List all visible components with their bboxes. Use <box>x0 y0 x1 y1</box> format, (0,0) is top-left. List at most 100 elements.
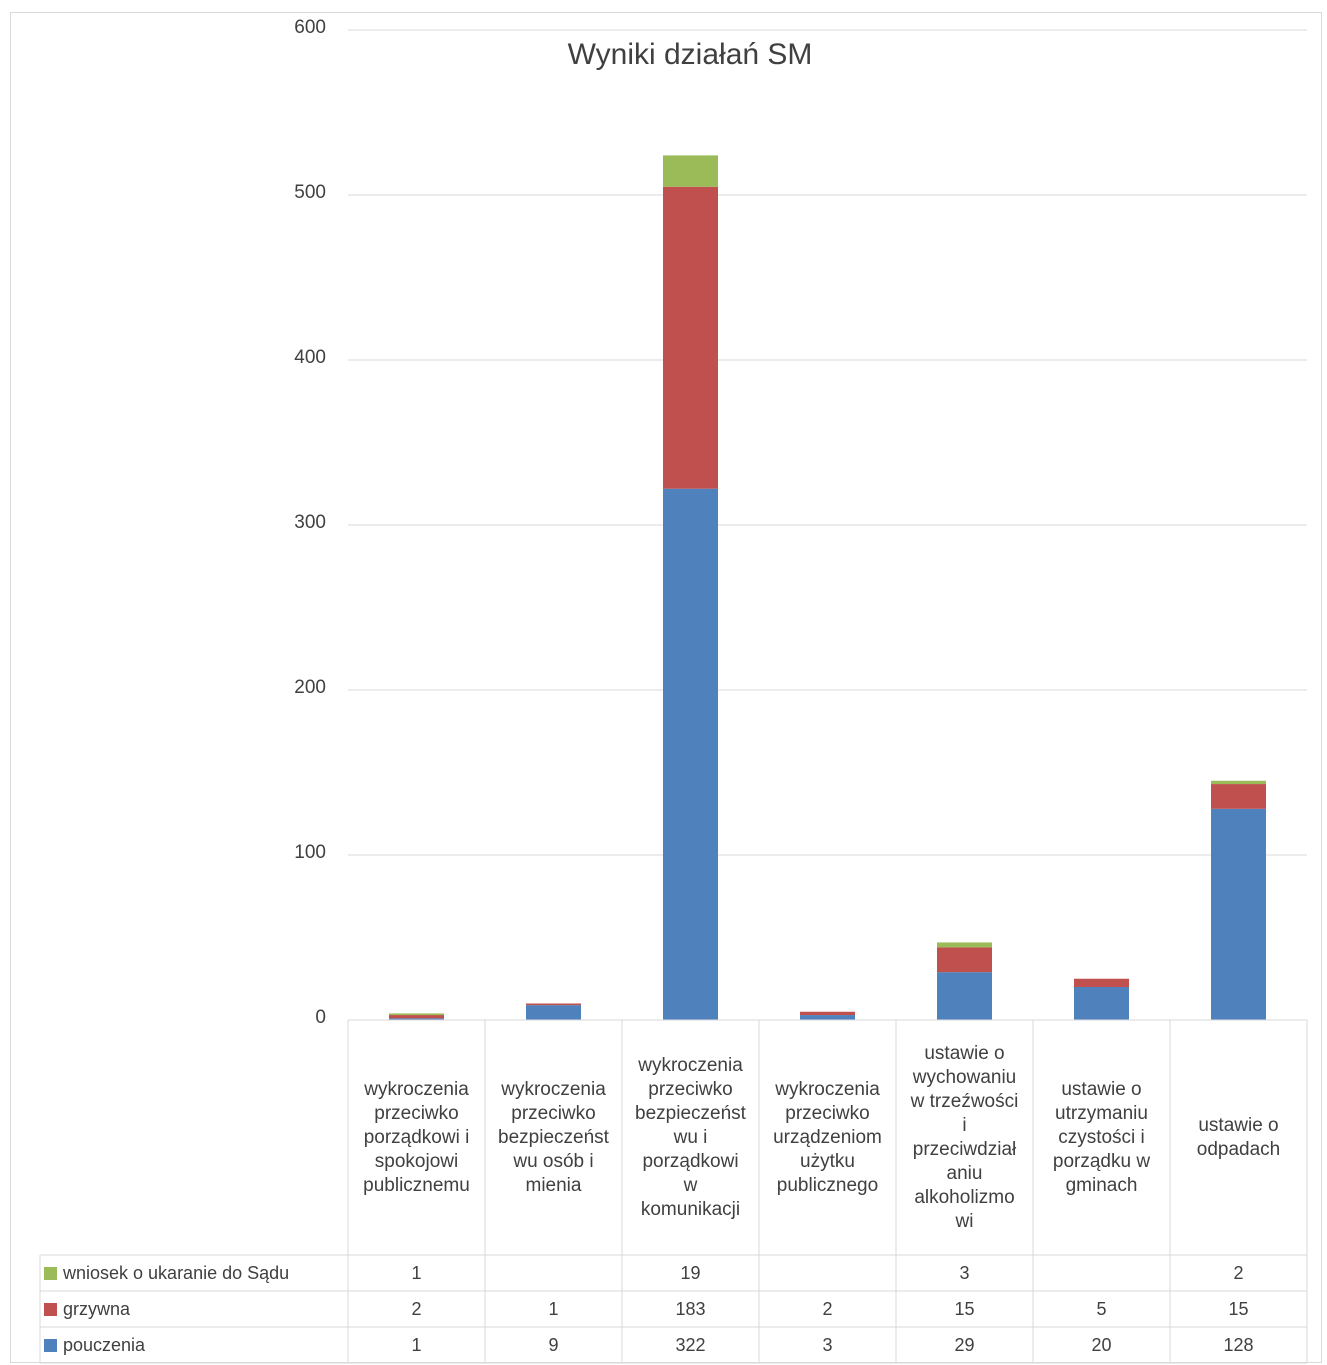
category-label: wykroczenia przeciwko bezpieczeńst wu i porz… <box>622 1024 759 1251</box>
bar-segment <box>1211 784 1266 809</box>
table-value-cell: 15 <box>1228 1298 1249 1319</box>
category-label-line: ustawie o <box>924 1042 1005 1064</box>
bar-segment <box>937 972 992 1020</box>
legend-label: grzywna <box>63 1298 131 1319</box>
table-value-cell: 2 <box>1233 1262 1244 1283</box>
table-value-cell <box>759 1255 896 1291</box>
table-value-cell: 1 <box>548 1298 559 1319</box>
category-label-line: wychowaniu <box>912 1066 1017 1088</box>
legend-entry: pouczenia <box>44 1327 344 1363</box>
category-label-line: przeciwko <box>648 1078 733 1100</box>
category-label-line: urządzeniom <box>773 1126 882 1148</box>
table-value-cell: 9 <box>548 1334 559 1355</box>
category-label-line: i <box>962 1114 967 1136</box>
legend-label: wniosek o ukaranie do Sądu <box>63 1262 290 1283</box>
category-label-line: przeciwko <box>374 1102 459 1124</box>
category-label-line: przeciwko <box>511 1102 596 1124</box>
bar-segment <box>663 155 718 187</box>
category-label-line: przeciwko <box>785 1102 870 1124</box>
table-value-cell: 183 <box>675 1298 706 1319</box>
category-label-line: publicznego <box>776 1174 879 1196</box>
table-value-cell <box>1033 1255 1170 1291</box>
category-label-line: wu i <box>673 1126 708 1148</box>
category-label-line: porządku w <box>1052 1150 1151 1172</box>
bar-segment <box>663 488 718 1020</box>
category-label-line: publicznemu <box>363 1174 470 1196</box>
category-label-line: ustawie o <box>1061 1078 1142 1100</box>
bar-segment <box>389 1013 444 1016</box>
category-label: ustawie o utrzymaniu czystości i porządku w… <box>1033 1024 1170 1251</box>
category-label: wykroczenia przeciwko urządzeniom użytku pub… <box>759 1024 896 1251</box>
category-label-line: mienia <box>525 1174 582 1196</box>
category-label-line: spokojowi <box>374 1150 459 1172</box>
table-value-cell: 3 <box>822 1334 833 1355</box>
category-label-line: komunikacji <box>640 1198 741 1220</box>
category-label: ustawie o wychowaniu w trzeźwości i przeciwd… <box>896 1024 1033 1251</box>
bar-segment <box>526 1003 581 1006</box>
y-tick-label: 500 <box>294 182 326 203</box>
category-label: wykroczenia przeciwko bezpieczeńst wu osób … <box>485 1024 622 1251</box>
table-value-cell: 19 <box>680 1262 701 1283</box>
category-label-line: utrzymaniu <box>1055 1102 1148 1124</box>
category-label-line: bezpieczeńst <box>635 1102 746 1124</box>
y-tick-label: 300 <box>294 512 326 533</box>
bar-segment <box>663 186 718 489</box>
bar-segment <box>937 942 992 948</box>
legend-entry: grzywna <box>44 1291 344 1327</box>
table-value-cell: 15 <box>954 1298 975 1319</box>
bar-segment <box>389 1018 444 1020</box>
bar-segment <box>1211 780 1266 785</box>
table-value-cell: 2 <box>411 1298 422 1319</box>
bar-segment <box>1074 987 1129 1020</box>
bar-segment <box>389 1015 444 1019</box>
bar-segment <box>800 1011 855 1016</box>
category-label-line: wykroczenia <box>364 1078 469 1100</box>
table-value-cell <box>485 1255 622 1291</box>
table-value-cell: 29 <box>954 1334 975 1355</box>
bar-segment <box>1074 978 1129 987</box>
table-value-cell: 322 <box>675 1334 706 1355</box>
category-label: wykroczenia przeciwko porządkowi i spokojow… <box>348 1024 485 1251</box>
category-label: ustawie o odpadach <box>1170 1024 1307 1251</box>
y-tick-label: 100 <box>294 842 326 863</box>
category-label-line: alkoholizmo <box>914 1186 1015 1208</box>
category-label-line: w trzeźwości <box>910 1090 1019 1112</box>
legend-label: pouczenia <box>63 1334 146 1355</box>
table-value-cell: 1 <box>411 1262 422 1283</box>
table-value-cell: 2 <box>822 1298 833 1319</box>
category-label-line: wu osób i <box>513 1150 594 1172</box>
table-value-cell: 5 <box>1096 1298 1107 1319</box>
y-tick-label: 200 <box>294 677 326 698</box>
category-label-line: użytku <box>800 1150 855 1172</box>
category-label-line: czystości i <box>1058 1126 1145 1148</box>
bar-segment <box>937 947 992 973</box>
category-label-line: odpadach <box>1196 1138 1281 1160</box>
chart-title: Wyniki działań SM <box>567 38 813 71</box>
bar-segment <box>1211 808 1266 1020</box>
category-label-line: wykroczenia <box>501 1078 606 1100</box>
category-label-line: ustawie o <box>1198 1114 1279 1136</box>
category-label-line: porządkowi i <box>363 1126 470 1148</box>
category-label-line: wi <box>955 1210 974 1232</box>
category-label-line: wykroczenia <box>638 1054 743 1076</box>
category-label-line: porządkowi <box>642 1150 739 1172</box>
table-value-cell: 20 <box>1091 1334 1112 1355</box>
category-label-line: aniu <box>946 1162 983 1184</box>
legend-swatch <box>44 1302 57 1316</box>
category-label-line: bezpieczeńst <box>498 1126 609 1148</box>
category-label-line: w <box>683 1174 698 1196</box>
table-value-cell: 128 <box>1223 1334 1254 1355</box>
legend-swatch <box>44 1338 57 1352</box>
bar-segment <box>800 1015 855 1020</box>
y-tick-label: 600 <box>294 17 326 38</box>
category-label-line: gminach <box>1065 1174 1138 1196</box>
table-value-cell: 1 <box>411 1334 422 1355</box>
legend-entry: wniosek o ukaranie do Sądu <box>44 1255 344 1291</box>
bar-segment <box>526 1005 581 1020</box>
category-label-line: wykroczenia <box>775 1078 880 1100</box>
legend-swatch <box>44 1266 57 1280</box>
y-tick-label: 400 <box>294 347 326 368</box>
category-label-line: przeciwdział <box>912 1138 1017 1160</box>
table-value-cell: 3 <box>959 1262 970 1283</box>
